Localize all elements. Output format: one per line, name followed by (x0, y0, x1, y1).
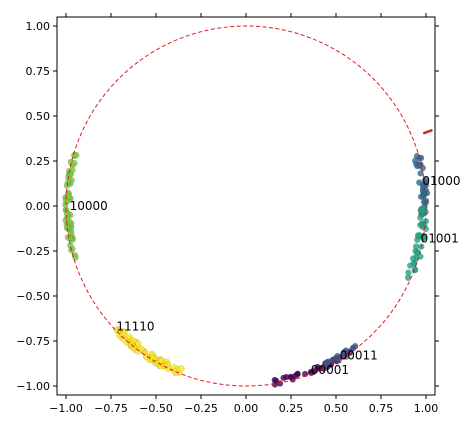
data-point-11110 (158, 357, 165, 364)
data-point-10000 (65, 193, 72, 200)
data-point-01001 (417, 253, 424, 260)
cluster-label-11110: 11110 (116, 320, 154, 334)
x-tick-label: −0.75 (94, 402, 128, 415)
y-tick-label: −0.50 (16, 290, 50, 303)
data-point-01000 (416, 179, 423, 186)
x-tick-label: −0.25 (184, 402, 218, 415)
data-point-01000 (417, 170, 424, 177)
circle-layer (65, 25, 427, 387)
x-tick-label: 0.25 (279, 402, 304, 415)
data-point-10000 (71, 159, 78, 167)
data-point-11110 (178, 365, 185, 372)
data-point-00001 (271, 376, 278, 384)
data-point-11110 (143, 353, 150, 361)
cluster-label-10000: 10000 (70, 199, 108, 213)
y-tick-label: −0.75 (16, 335, 50, 348)
data-point-00001 (294, 370, 301, 377)
y-tick-label: 0.75 (26, 65, 51, 78)
data-point-01001 (405, 269, 412, 276)
data-point-11110 (125, 333, 133, 341)
x-tick-label: 1.00 (414, 402, 439, 415)
x-tick-label: −1.00 (49, 402, 83, 415)
data-point-11110 (113, 326, 120, 334)
data-point-11110 (129, 344, 137, 351)
cluster-label-00011: 00011 (340, 348, 378, 362)
cluster-label-01000: 01000 (422, 174, 460, 188)
data-point-11110 (123, 339, 131, 346)
data-point-00001 (301, 370, 309, 378)
red-marker-line (422, 129, 433, 135)
data-point-11110 (148, 350, 156, 358)
x-tick-label: −0.50 (139, 402, 173, 415)
marker-layer (422, 129, 433, 135)
data-point-01001 (417, 221, 424, 229)
data-point-01000 (421, 176, 429, 184)
y-tick-label: −0.25 (16, 245, 50, 258)
data-point-01001 (417, 214, 424, 221)
y-tick-label: 1.00 (26, 20, 51, 33)
data-point-11110 (138, 345, 145, 353)
data-point-00011 (340, 348, 348, 356)
plot-frame (56, 16, 436, 396)
y-tick-label: −1.00 (16, 380, 50, 393)
data-point-10000 (72, 151, 80, 159)
axes-layer: −1.00 −0.75 −0.50 −0.25 0.00 0.25 0.50 0.75 1.00… (16, 13, 439, 415)
data-point-01000 (416, 161, 423, 168)
cluster-label-00001: 00001 (311, 363, 349, 377)
y-tick-label: 0.00 (26, 200, 51, 213)
data-point-01001 (415, 232, 422, 239)
data-point-01000 (419, 187, 427, 195)
data-point-00001 (276, 380, 284, 387)
data-point-11110 (171, 368, 178, 375)
y-tick-label: 0.50 (26, 110, 51, 123)
data-point-01001 (411, 266, 419, 273)
cluster-label-01001: 01001 (421, 231, 459, 245)
x-tick-label: 0.50 (324, 402, 349, 415)
data-point-10000 (69, 245, 76, 252)
y-tick-label: 0.25 (26, 155, 51, 168)
x-tick-label: 0.75 (369, 402, 394, 415)
data-point-10000 (72, 254, 79, 261)
reference-unit-circle (65, 25, 427, 387)
data-point-01001 (418, 207, 425, 214)
data-point-10000 (63, 210, 71, 217)
data-point-10000 (64, 234, 72, 241)
x-tick-label: 0.00 (234, 402, 259, 415)
